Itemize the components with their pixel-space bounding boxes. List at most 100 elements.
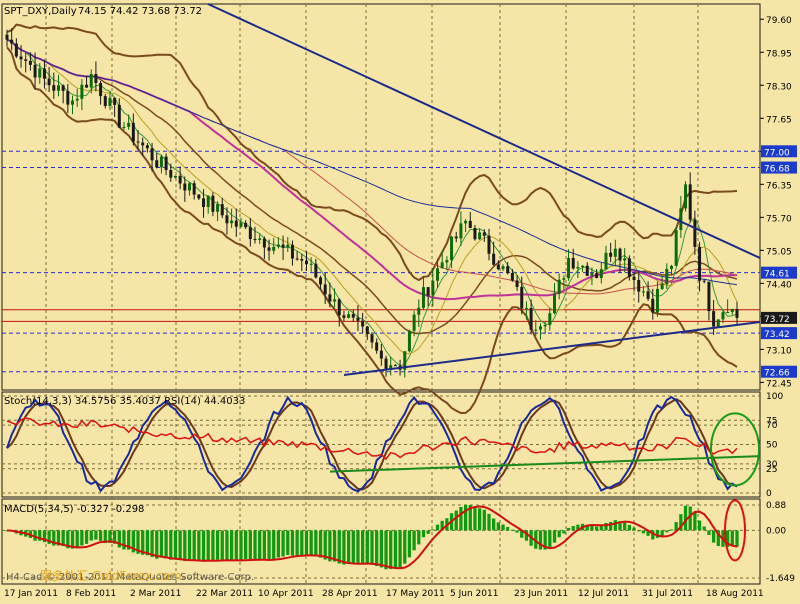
highlight-circle xyxy=(710,412,760,487)
macd-histogram-bar xyxy=(651,530,655,540)
macd-histogram-bar xyxy=(342,530,346,565)
candle-body xyxy=(234,220,238,227)
candle-body xyxy=(225,215,229,224)
candle-body xyxy=(28,60,32,65)
macd-histogram-bar xyxy=(234,530,238,561)
macd-histogram-bar xyxy=(66,530,70,549)
macd-histogram-bar xyxy=(112,530,117,544)
time-axis-label: 18 Aug 2011 xyxy=(706,589,764,599)
macd-histogram-bar xyxy=(501,524,505,531)
price-axis: 79.60 78.95 78.30 77.65 77.00 76.35 75.70 75.05… xyxy=(760,16,797,389)
level-label-box xyxy=(761,161,797,174)
candle-body xyxy=(10,39,14,44)
price-tick-label: 78.95 xyxy=(766,49,792,59)
macd-histogram-bar xyxy=(426,530,430,534)
macd-histogram-bar xyxy=(562,530,566,534)
candle-body xyxy=(52,85,56,91)
candle-body xyxy=(38,68,42,78)
candle-body xyxy=(108,97,112,106)
macd-histogram-bar xyxy=(220,530,224,561)
macd-histogram-bar xyxy=(248,530,252,561)
candle-body xyxy=(258,238,262,241)
candle-body xyxy=(131,122,135,142)
price-tick-label: 75.70 xyxy=(766,214,792,224)
candle-body xyxy=(211,195,215,212)
macd-signal-line xyxy=(6,505,738,570)
macd-histogram-bar xyxy=(520,530,524,538)
candle-body xyxy=(515,280,519,287)
macd-histogram-bar xyxy=(94,530,98,540)
candle-body xyxy=(183,183,187,191)
candle-body xyxy=(290,244,294,259)
macd-histogram-bar xyxy=(506,526,510,531)
macd-histogram-bar xyxy=(80,530,84,546)
candle-body xyxy=(188,183,191,191)
candle-body xyxy=(726,312,730,314)
macd-histogram-bar xyxy=(159,530,164,558)
macd-histogram-bar xyxy=(487,513,491,531)
macd-panel: 0.88 0.00 -1.649 xyxy=(2,499,795,584)
candle-body xyxy=(669,265,673,269)
macd-histogram-bar xyxy=(206,530,210,561)
candle-body xyxy=(202,198,206,208)
macd-histogram-bar xyxy=(641,530,646,534)
macd-histogram-bar xyxy=(585,524,589,531)
macd-histogram-bar xyxy=(534,530,538,549)
macd-histogram-bar xyxy=(332,530,337,562)
candle-body xyxy=(440,262,444,269)
candle-body xyxy=(492,253,496,265)
candle-body xyxy=(501,266,505,270)
watermark-text: H4 Cad © 2001-2011 MetaQuotes Software C… xyxy=(6,572,254,583)
level-label: 76.68 xyxy=(764,165,790,175)
time-axis-label: 23 Jun 2011 xyxy=(514,589,568,599)
candle-body xyxy=(239,222,243,227)
macd-histogram-bar xyxy=(473,507,477,531)
macd-histogram-bar xyxy=(459,506,463,531)
candle-body xyxy=(407,330,411,352)
macd-histogram-bar xyxy=(435,524,440,531)
macd-histogram-bar xyxy=(75,530,79,549)
candle-body xyxy=(613,248,617,257)
candle-body xyxy=(178,175,182,184)
candle-body xyxy=(478,232,482,240)
stoch-tick-label: 30 xyxy=(766,460,778,470)
candle-body xyxy=(300,259,304,261)
macd-histogram-bar xyxy=(393,530,398,569)
macd-histogram-bar xyxy=(412,530,416,551)
macd-histogram-bar xyxy=(594,526,599,531)
candle-body xyxy=(450,236,454,261)
candle-body xyxy=(562,278,566,280)
price-tick-label: 79.60 xyxy=(766,16,792,26)
macd-histogram-bar xyxy=(637,530,641,532)
mid-moving-average xyxy=(6,39,738,295)
candle-body xyxy=(632,276,636,280)
rsi-line xyxy=(6,417,738,461)
candle-body xyxy=(323,284,327,295)
candle-body xyxy=(304,260,308,265)
candle-body xyxy=(370,334,374,343)
candle-body xyxy=(248,227,252,240)
level-label: 73.72 xyxy=(764,315,790,325)
macd-histogram-bar xyxy=(295,530,299,556)
candle-body xyxy=(361,320,365,327)
macd-histogram-bar xyxy=(693,511,697,531)
candle-body xyxy=(333,299,337,302)
macd-histogram-bar xyxy=(197,530,201,561)
candle-body xyxy=(735,308,739,318)
macd-histogram-bar xyxy=(632,527,636,531)
macd-histogram-bar xyxy=(379,530,383,568)
macd-histogram-bar xyxy=(679,514,683,531)
candle-body xyxy=(159,156,163,168)
candle-body xyxy=(375,342,379,351)
ascending-trendline xyxy=(343,321,761,376)
macd-histogram-bar xyxy=(669,529,674,531)
price-tick-label: 77.65 xyxy=(766,115,792,125)
candle-body xyxy=(103,96,107,106)
candle-body xyxy=(655,288,659,313)
macd-histogram-bar xyxy=(239,530,243,560)
price-tick-label: 75.05 xyxy=(766,247,792,257)
macd-histogram-bar xyxy=(609,521,613,531)
candle-body xyxy=(534,329,538,331)
candle-body xyxy=(173,175,177,178)
candle-body xyxy=(24,59,28,61)
